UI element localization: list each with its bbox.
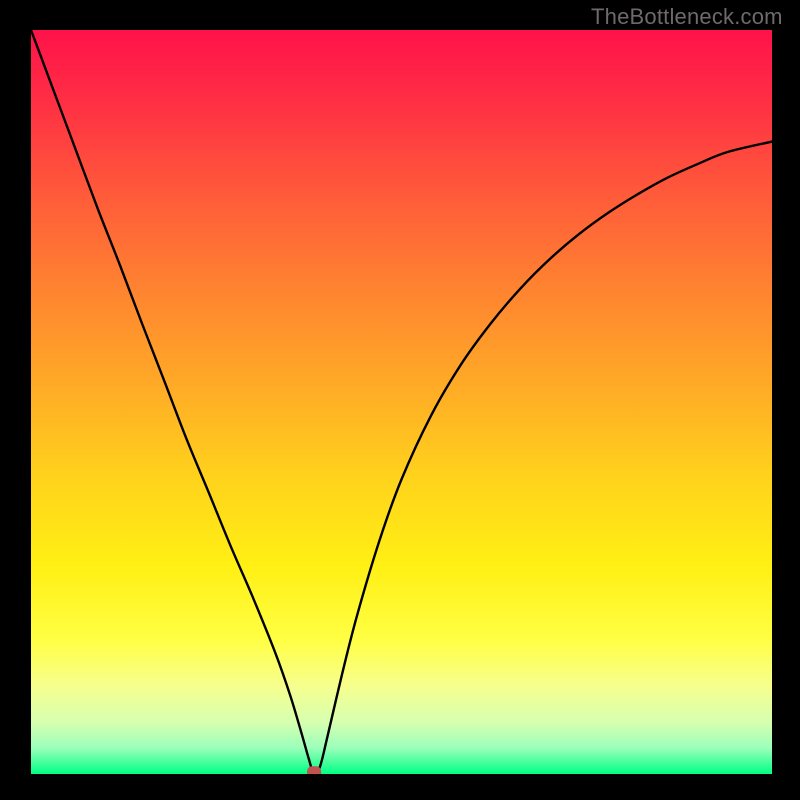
watermark-text: TheBottleneck.com xyxy=(591,4,783,30)
bottleneck-curve-chart xyxy=(31,30,772,774)
chart-background xyxy=(31,30,772,774)
chart-container xyxy=(31,30,772,774)
optimal-point-marker xyxy=(307,766,321,774)
